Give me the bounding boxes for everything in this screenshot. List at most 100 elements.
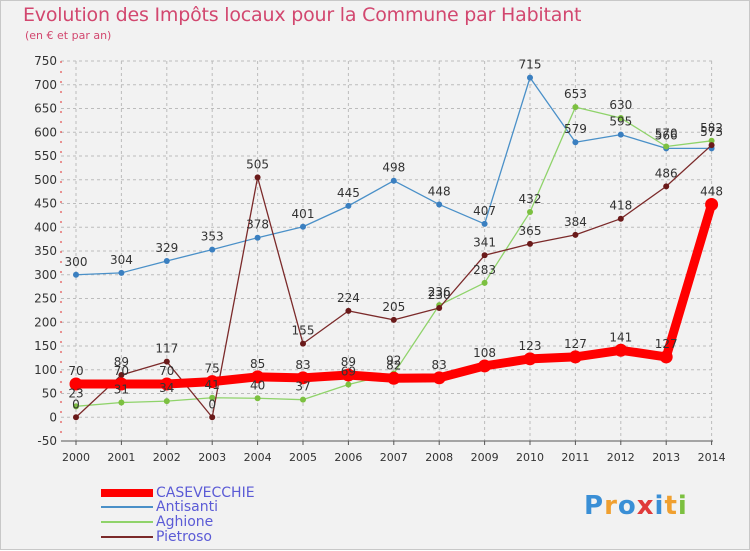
data-label: 378 (246, 218, 269, 232)
data-label: 448 (428, 184, 451, 198)
x-tick-label: 2010 (516, 451, 544, 464)
data-point (254, 174, 261, 181)
data-label: 31 (114, 383, 129, 397)
data-label: 448 (700, 184, 723, 198)
legend-swatch (101, 506, 153, 508)
data-label: 230 (428, 288, 451, 302)
data-point (73, 414, 79, 421)
y-tick-label: 700 (34, 78, 57, 92)
data-point (69, 377, 83, 391)
logo-letter: t (664, 491, 678, 521)
data-label: 595 (609, 115, 632, 129)
x-tick-label: 2002 (153, 451, 181, 464)
legend-swatch (101, 521, 153, 523)
data-point (163, 257, 170, 264)
data-label: 127 (564, 337, 587, 351)
x-tick-label: 2008 (425, 451, 453, 464)
data-point (300, 340, 306, 347)
data-point (341, 368, 355, 382)
data-point (617, 115, 624, 121)
data-label: 70 (114, 364, 129, 378)
x-tick-label: 2006 (334, 451, 362, 464)
data-point (523, 352, 537, 366)
data-label: 445 (337, 186, 360, 200)
y-tick-label: -50 (37, 434, 57, 448)
data-point (481, 220, 488, 227)
y-tick-label: 350 (34, 244, 57, 258)
y-tick-label: 0 (49, 410, 57, 424)
data-label: 23 (68, 386, 83, 400)
x-tick-label: 2014 (698, 451, 726, 464)
data-point (345, 307, 352, 314)
data-label: 365 (519, 224, 542, 238)
y-tick-label: 500 (34, 173, 57, 187)
data-label: 69 (341, 364, 356, 378)
data-point (436, 305, 443, 311)
data-label: 83 (295, 358, 310, 372)
data-label: 75 (205, 362, 220, 376)
data-label: 573 (700, 125, 723, 139)
data-label: 630 (609, 98, 632, 112)
data-point (390, 316, 397, 323)
data-point (436, 201, 443, 208)
data-label: 579 (564, 122, 587, 136)
y-tick-label: 750 (34, 54, 57, 68)
data-label: 715 (519, 58, 542, 72)
data-label: 205 (382, 300, 405, 314)
logo-letter: i (654, 491, 665, 521)
data-point (705, 197, 719, 211)
data-label: 89 (114, 355, 129, 369)
data-label: 40 (250, 378, 265, 392)
x-tick-label: 2009 (471, 451, 499, 464)
data-point (345, 202, 352, 209)
data-point (118, 371, 125, 378)
data-label: 83 (432, 358, 447, 372)
data-point (387, 371, 401, 385)
data-point (527, 209, 533, 216)
x-tick-label: 2000 (62, 451, 90, 464)
data-label: 92 (386, 354, 401, 368)
data-label: 570 (655, 127, 678, 141)
data-label: 384 (564, 215, 587, 229)
legend-swatch (101, 536, 153, 538)
data-point (432, 371, 446, 385)
y-tick-label: 200 (34, 315, 57, 329)
data-point (73, 403, 79, 410)
data-point (614, 343, 628, 357)
data-label: 108 (473, 346, 496, 360)
data-label: 566 (655, 128, 678, 142)
data-point (209, 394, 216, 401)
data-point (572, 231, 579, 238)
data-point (572, 104, 579, 111)
y-tick-label: 450 (34, 197, 57, 211)
data-point (300, 396, 306, 403)
data-point (209, 414, 216, 421)
data-point (209, 246, 216, 253)
data-label: 117 (155, 342, 178, 356)
data-point (251, 370, 265, 384)
data-label: 582 (700, 121, 723, 135)
data-point (345, 381, 352, 388)
logo-letter: o (617, 491, 637, 521)
y-tick-label: 250 (34, 292, 57, 306)
data-label: 123 (519, 339, 542, 353)
data-point (708, 142, 715, 149)
data-point (73, 271, 79, 278)
data-label: 37 (295, 380, 310, 394)
x-tick-label: 2004 (244, 451, 272, 464)
x-tick-label: 2007 (380, 451, 408, 464)
data-label: 224 (337, 291, 360, 305)
data-label: 300 (65, 255, 88, 269)
data-point (663, 143, 670, 150)
data-point (481, 252, 488, 259)
logo-letter: r (604, 491, 618, 521)
data-point (663, 183, 670, 190)
y-tick-label: 650 (34, 102, 57, 116)
data-label: 304 (110, 253, 133, 267)
data-label: 0 (208, 397, 216, 411)
y-tick-label: 150 (34, 339, 57, 353)
y-tick-label: 300 (34, 268, 57, 282)
data-label: 283 (473, 263, 496, 277)
data-label: 329 (155, 241, 178, 255)
